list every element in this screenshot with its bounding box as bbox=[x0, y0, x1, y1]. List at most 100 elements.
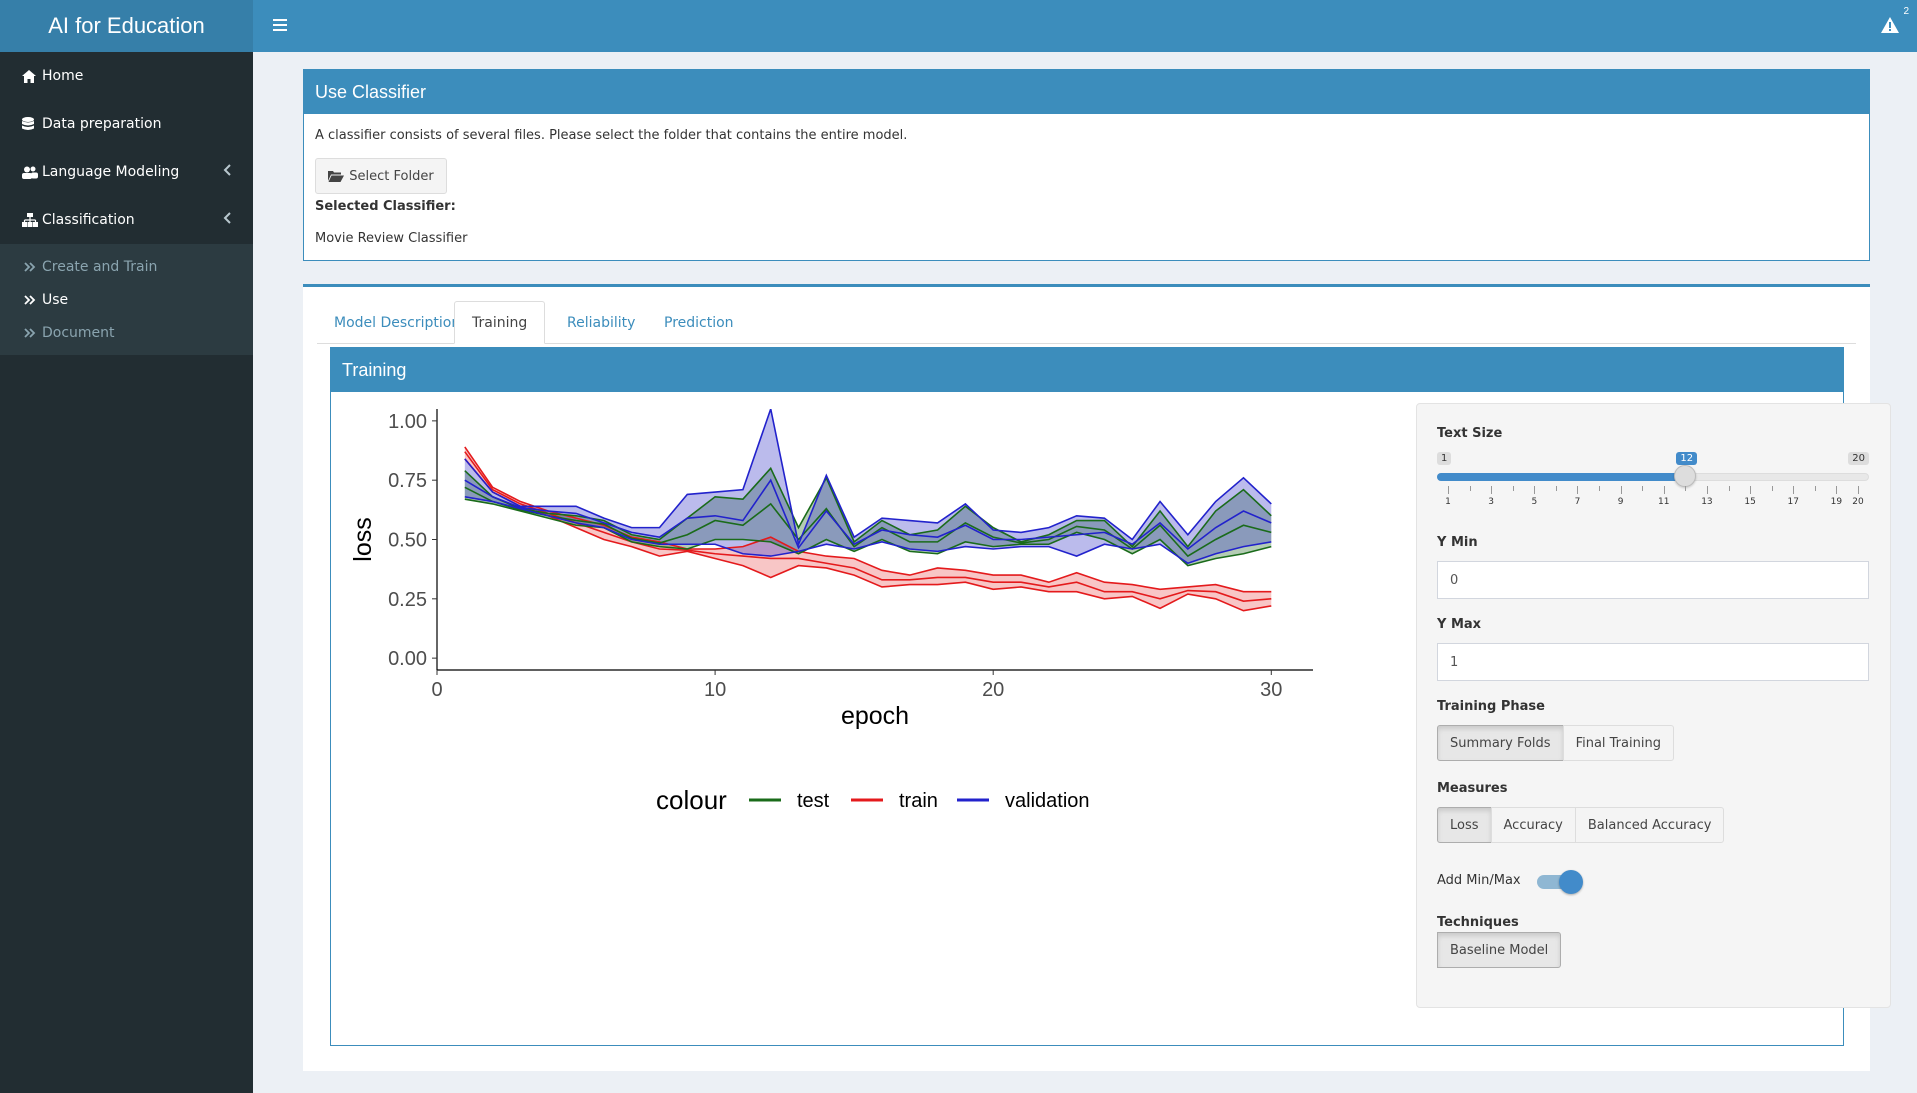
top-navbar: 2 bbox=[253, 0, 1917, 52]
submenu-item-label: Create and Train bbox=[42, 258, 158, 275]
sidebar-item-label: Classification bbox=[42, 212, 135, 228]
tab-bar: Model Description Training Reliability P… bbox=[317, 301, 1856, 344]
slider-tick bbox=[1469, 486, 1471, 491]
sitemap-icon bbox=[22, 213, 42, 227]
sidebar-item-language-modeling[interactable]: Language Modeling bbox=[0, 148, 253, 196]
double-chevron-right-icon bbox=[24, 261, 36, 272]
text-size-slider[interactable]: 1 12 20 1 3 5 7 9 11 13 15 17 19 20 bbox=[1437, 449, 1869, 515]
home-icon bbox=[22, 69, 42, 83]
y-tick-label: 0.00 bbox=[388, 648, 427, 670]
chevron-left-icon bbox=[223, 212, 231, 228]
tab-model-description[interactable]: Model Description bbox=[334, 314, 461, 331]
classifier-description: A classifier consists of several files. … bbox=[315, 128, 908, 143]
slider-fill bbox=[1437, 473, 1686, 481]
box-title: Use Classifier bbox=[304, 70, 1869, 114]
final-training-button[interactable]: Final Training bbox=[1562, 725, 1674, 761]
toggle-knob bbox=[1559, 870, 1583, 894]
slider-tick-label: 15 bbox=[1744, 497, 1756, 507]
slider-tick bbox=[1706, 486, 1708, 494]
training-controls: Text Size 1 12 20 1 3 5 7 9 11 13 15 17 19 20 Y Mi… bbox=[1416, 403, 1891, 1008]
slider-tick bbox=[1491, 486, 1493, 494]
training-phase-group: Summary Folds Final Training bbox=[1437, 725, 1674, 761]
techniques-group: Baseline Model bbox=[1437, 932, 1562, 968]
sidebar-item-label: Language Modeling bbox=[42, 164, 180, 180]
summary-folds-button[interactable]: Summary Folds bbox=[1437, 725, 1564, 761]
accuracy-button[interactable]: Accuracy bbox=[1490, 807, 1576, 843]
slider-handle[interactable] bbox=[1674, 465, 1697, 487]
slider-tick bbox=[1793, 486, 1795, 494]
submenu-item-create-and-train[interactable]: Create and Train bbox=[0, 250, 253, 283]
series-line-validation-min bbox=[464, 496, 1272, 565]
legend-title: colour bbox=[656, 785, 727, 815]
slider-tick-label: 5 bbox=[1531, 497, 1538, 507]
slider-tick bbox=[1814, 486, 1816, 491]
sidebar-item-data-preparation[interactable]: Data preparation bbox=[0, 100, 253, 148]
database-icon bbox=[22, 117, 42, 131]
y-tick-label: 1.00 bbox=[388, 411, 427, 433]
slider-tick bbox=[1836, 486, 1838, 494]
slider-tick-label: 3 bbox=[1488, 497, 1495, 507]
series-line-validation-max bbox=[464, 409, 1272, 547]
training-panel-title: Training bbox=[331, 348, 1843, 392]
text-size-label: Text Size bbox=[1437, 426, 1503, 441]
add-min-max-toggle[interactable] bbox=[1535, 870, 1585, 894]
x-tick-label: 10 bbox=[704, 679, 726, 701]
y-min-label: Y Min bbox=[1437, 535, 1478, 550]
measures-group: Loss Accuracy Balanced Accuracy bbox=[1437, 807, 1725, 843]
tab-prediction[interactable]: Prediction bbox=[664, 314, 734, 331]
tab-reliability[interactable]: Reliability bbox=[567, 314, 636, 331]
sidebar-item-classification[interactable]: Classification bbox=[0, 196, 253, 244]
training-phase-label: Training Phase bbox=[1437, 699, 1545, 714]
x-axis-label: epoch bbox=[841, 702, 909, 730]
chevron-left-icon bbox=[223, 164, 231, 180]
slider-tick bbox=[1448, 486, 1449, 494]
legend-label-train: train bbox=[899, 790, 938, 812]
slider-tick bbox=[1858, 486, 1859, 494]
alert-count-badge: 2 bbox=[1903, 6, 1909, 17]
tab-training[interactable]: Training bbox=[454, 301, 546, 344]
slider-tick bbox=[1555, 486, 1557, 491]
measures-label: Measures bbox=[1437, 781, 1508, 796]
sidebar-item-label: Home bbox=[42, 68, 84, 84]
sidebar-item-home[interactable]: Home bbox=[0, 52, 253, 100]
baseline-model-button[interactable]: Baseline Model bbox=[1437, 932, 1562, 968]
submenu-item-use[interactable]: Use bbox=[0, 283, 253, 316]
y-max-input[interactable]: 1 bbox=[1437, 643, 1869, 681]
loss-button[interactable]: Loss bbox=[1437, 807, 1492, 843]
series-line-train-min bbox=[464, 458, 1272, 612]
bars-icon[interactable] bbox=[269, 14, 291, 36]
y-max-label: Y Max bbox=[1437, 617, 1482, 632]
series-line-validation-values bbox=[464, 478, 1272, 551]
slider-tick-label: 11 bbox=[1658, 497, 1670, 507]
selected-classifier-value: Movie Review Classifier bbox=[315, 231, 468, 246]
slider-tick bbox=[1750, 486, 1752, 494]
slider-tick bbox=[1599, 486, 1601, 491]
submenu-item-label: Document bbox=[42, 324, 115, 341]
double-chevron-right-icon bbox=[24, 327, 36, 338]
slider-tick-label: 13 bbox=[1701, 497, 1713, 507]
select-folder-label: Select Folder bbox=[349, 168, 434, 184]
selected-classifier-label: Selected Classifier: bbox=[315, 199, 456, 214]
slider-min-label: 1 bbox=[1437, 452, 1452, 465]
users-icon bbox=[22, 166, 42, 179]
select-folder-button[interactable]: Select Folder bbox=[315, 158, 447, 194]
slider-tick-label: 7 bbox=[1574, 497, 1581, 507]
x-tick-label: 30 bbox=[1260, 679, 1282, 701]
double-chevron-right-icon bbox=[24, 294, 36, 305]
classification-submenu: Create and Train Use Document bbox=[0, 244, 253, 355]
slider-max-label: 20 bbox=[1848, 452, 1869, 465]
training-panel: Training 0.00 0.25 0.50 0.75 1.00 0 10 20 30 epoc… bbox=[330, 347, 1891, 1046]
training-loss-chart: 0.00 0.25 0.50 0.75 1.00 0 10 20 30 epoch loss colo… bbox=[349, 409, 1313, 815]
slider-tick bbox=[1620, 486, 1622, 494]
slider-value-label: 12 bbox=[1676, 452, 1698, 465]
x-tick-label: 0 bbox=[431, 679, 442, 701]
submenu-item-document[interactable]: Document bbox=[0, 316, 253, 349]
y-tick-label: 0.75 bbox=[388, 470, 427, 492]
y-min-input[interactable]: 0 bbox=[1437, 561, 1869, 599]
app-logo[interactable]: AI for Education bbox=[0, 0, 253, 52]
classifier-tabs-box: Model Description Training Reliability P… bbox=[303, 284, 1891, 1071]
slider-ticks: 1 3 5 7 9 11 13 15 17 19 20 bbox=[1437, 486, 1869, 507]
balanced-accuracy-button[interactable]: Balanced Accuracy bbox=[1574, 807, 1725, 843]
slider-tick bbox=[1685, 486, 1687, 491]
warning-icon[interactable] bbox=[1881, 12, 1905, 36]
